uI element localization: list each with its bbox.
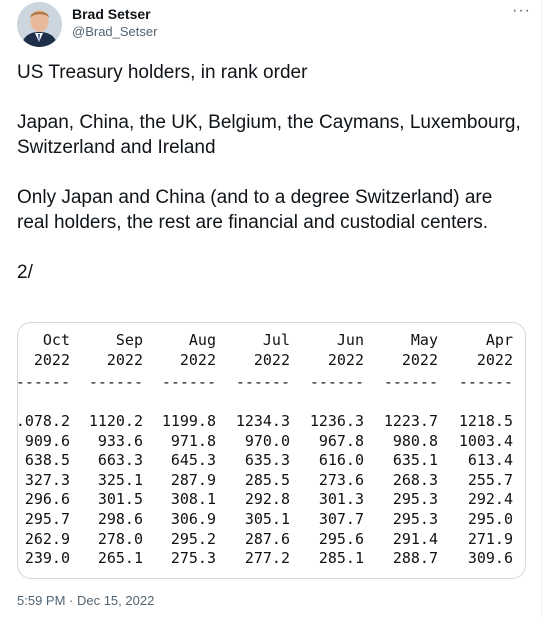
table-cell: 635.3 [244,451,290,469]
table-cell: 971.8 [170,432,216,450]
table-cell: 295.3 [392,510,438,528]
tweet-timestamp[interactable]: 5:59 PM · Dec 15, 2022 [17,593,155,608]
table-cell: 255.7 [467,471,513,489]
table-cell: 1003.4 [458,432,513,450]
table-cell: 273.6 [318,471,364,489]
table-cell: 325.1 [97,471,143,489]
table-separator: ------ [17,373,70,391]
table-cell: 307.7 [318,510,364,528]
avatar[interactable] [17,2,62,47]
author-name[interactable]: Brad Setser [72,6,151,22]
table-cell: 239.0 [24,549,70,567]
table-cell: 292.8 [244,490,290,508]
table-cell: 909.6 [24,432,70,450]
table-cell: 1218.5 [458,412,513,430]
table-cell: 308.1 [170,490,216,508]
table-header-year: 2022 [33,351,70,369]
table-header-year: 2022 [401,351,438,369]
tweet-media[interactable]: Oct 2022 ------ Sep 2022 ------ Aug 2022 ------ J… [17,322,526,579]
table-cell: 296.6 [24,490,70,508]
table-cell: 635.1 [392,451,438,469]
treasury-holders-table: Oct 2022 ------ Sep 2022 ------ Aug 2022 ------ J… [18,323,525,578]
table-cell: 970.0 [244,432,290,450]
table-cell: 291.4 [392,530,438,548]
table-header-year: 2022 [106,351,143,369]
table-separator: ------ [235,373,290,391]
table-cell: 295.7 [24,510,70,528]
table-cell: 295.2 [170,530,216,548]
table-cell: 1120.2 [88,412,143,430]
table-cell: 1199.8 [161,412,216,430]
table-header-year: 2022 [253,351,290,369]
table-header-month: Aug [188,331,216,349]
author-handle[interactable]: @Brad_Setser [72,24,158,39]
table-cell: 1236.3 [309,412,364,430]
table-cell: 295.3 [392,490,438,508]
table-cell: 271.9 [467,530,513,548]
table-cell: .078.2 [17,412,70,430]
table-cell: 1223.7 [383,412,438,430]
table-cell: 278.0 [97,530,143,548]
table-separator: ------ [383,373,438,391]
table-header-month: Sep [115,331,143,349]
table-cell: 305.1 [244,510,290,528]
table-cell: 277.2 [244,549,290,567]
table-cell: 287.6 [244,530,290,548]
table-separator: ------ [88,373,143,391]
more-options-icon[interactable]: ··· [512,2,531,19]
table-cell: 268.3 [392,471,438,489]
tweet-header: Brad Setser @Brad_Setser ··· [17,0,537,50]
table-cell: 275.3 [170,549,216,567]
table-cell: 980.8 [392,432,438,450]
table-header-month: Apr [485,331,513,349]
table-separator: ------ [458,373,513,391]
table-cut-off-row [18,573,525,578]
table-cell: 309.6 [467,549,513,567]
table-header-year: 2022 [179,351,216,369]
table-cell: 616.0 [318,451,364,469]
table-cell: 292.4 [467,490,513,508]
table-cell: 306.9 [170,510,216,528]
table-header-month: May [410,331,438,349]
table-cell: 638.5 [24,451,70,469]
table-header-month: Jun [336,331,364,349]
avatar-image [17,2,62,47]
table-separator: ------ [161,373,216,391]
table-header-year: 2022 [476,351,513,369]
table-header-year: 2022 [327,351,364,369]
table-cell: 301.3 [318,490,364,508]
table-separator: ------ [309,373,364,391]
table-header-month: Oct [42,331,70,349]
table-cell: 1234.3 [235,412,290,430]
table-cell: 301.5 [97,490,143,508]
table-cell: 663.3 [97,451,143,469]
table-cell: 287.9 [170,471,216,489]
table-cell: 262.9 [24,530,70,548]
table-cell: 298.6 [97,510,143,528]
table-cell: 265.1 [97,549,143,567]
table-cell: 613.4 [467,451,513,469]
table-cell: 295.6 [318,530,364,548]
table-cell: 645.3 [170,451,216,469]
tweet-text: US Treasury holders, in rank order Japan… [17,62,521,283]
table-cell: 933.6 [97,432,143,450]
table-cell: 327.3 [24,471,70,489]
table-cell: 288.7 [392,549,438,567]
table-cell: 285.5 [244,471,290,489]
table-cell: 295.0 [467,510,513,528]
table-cell: 967.8 [318,432,364,450]
table-header-month: Jul [262,331,290,349]
table-cell: 285.1 [318,549,364,567]
